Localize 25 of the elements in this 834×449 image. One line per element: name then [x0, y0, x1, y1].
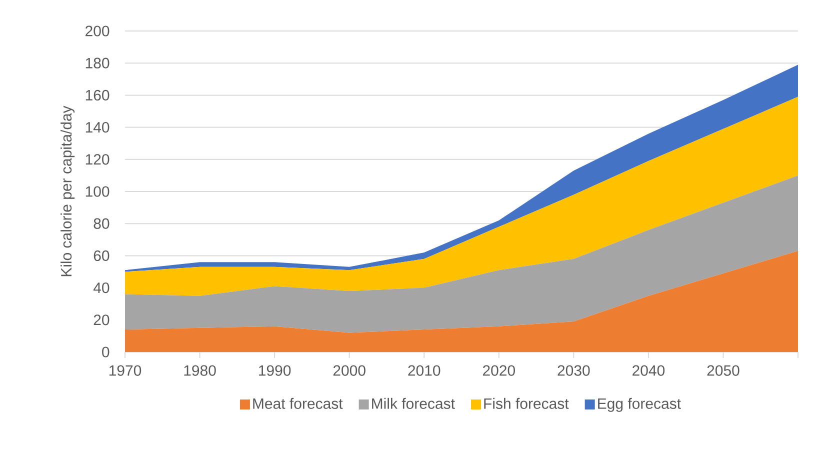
y-tick-label: 160 [86, 90, 110, 100]
y-tick-label: 100 [86, 186, 110, 197]
x-tick-label: 1980 [184, 365, 216, 376]
y-tick-label: 180 [86, 58, 110, 68]
y-tick-label: 40 [93, 282, 110, 294]
y-tick-label: 80 [94, 218, 110, 229]
legend-label: Meat forecast [253, 398, 343, 409]
x-tick-label: 2050 [707, 365, 740, 376]
y-tick-label: 200 [86, 26, 110, 36]
y-axis-title: Kilo calorie per capita/day [60, 106, 75, 276]
legend-label: Egg forecast [598, 398, 681, 412]
x-tick-label: 2020 [482, 365, 515, 376]
x-tick-label: 2010 [408, 365, 440, 376]
x-tick-label: 2000 [333, 365, 366, 376]
y-tick-label: 140 [86, 122, 110, 133]
y-tick-label: 0 [102, 346, 110, 358]
x-tick-label: 2030 [558, 365, 590, 376]
x-tick-label: 1990 [259, 365, 291, 376]
x-tick-label: 2040 [632, 365, 665, 376]
y-tick-label: 60 [94, 250, 110, 262]
y-tick-label: 20 [94, 314, 110, 326]
legend-label: Fish forecast [484, 398, 569, 409]
x-tick-label: 1970 [109, 365, 142, 376]
y-tick-label: 120 [86, 154, 110, 165]
legend-label: Milk forecast [372, 398, 455, 409]
